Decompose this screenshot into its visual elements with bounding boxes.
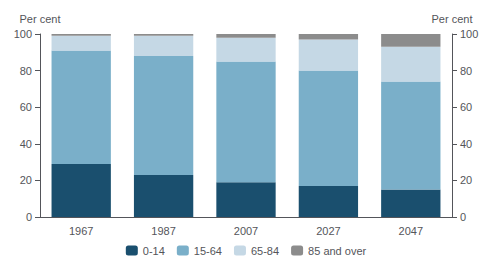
svg-text:2027: 2027 [316,225,340,237]
svg-text:20: 20 [460,174,472,186]
svg-text:100: 100 [14,28,32,40]
svg-text:0-14: 0-14 [143,245,165,257]
svg-text:85 and over: 85 and over [308,245,366,257]
svg-text:100: 100 [460,28,478,40]
svg-text:40: 40 [460,138,472,150]
svg-text:Per cent: Per cent [432,13,473,25]
svg-text:80: 80 [460,65,472,77]
svg-text:15-64: 15-64 [194,245,222,257]
svg-text:0: 0 [460,211,466,223]
svg-text:40: 40 [20,138,32,150]
svg-text:65-84: 65-84 [251,245,279,257]
svg-text:1987: 1987 [151,225,175,237]
svg-text:Per cent: Per cent [20,13,61,25]
svg-text:0: 0 [26,211,32,223]
svg-text:60: 60 [20,101,32,113]
svg-text:2047: 2047 [399,225,423,237]
svg-text:60: 60 [460,101,472,113]
svg-text:1967: 1967 [69,225,93,237]
svg-text:20: 20 [20,174,32,186]
svg-text:80: 80 [20,65,32,77]
svg-text:2007: 2007 [234,225,258,237]
